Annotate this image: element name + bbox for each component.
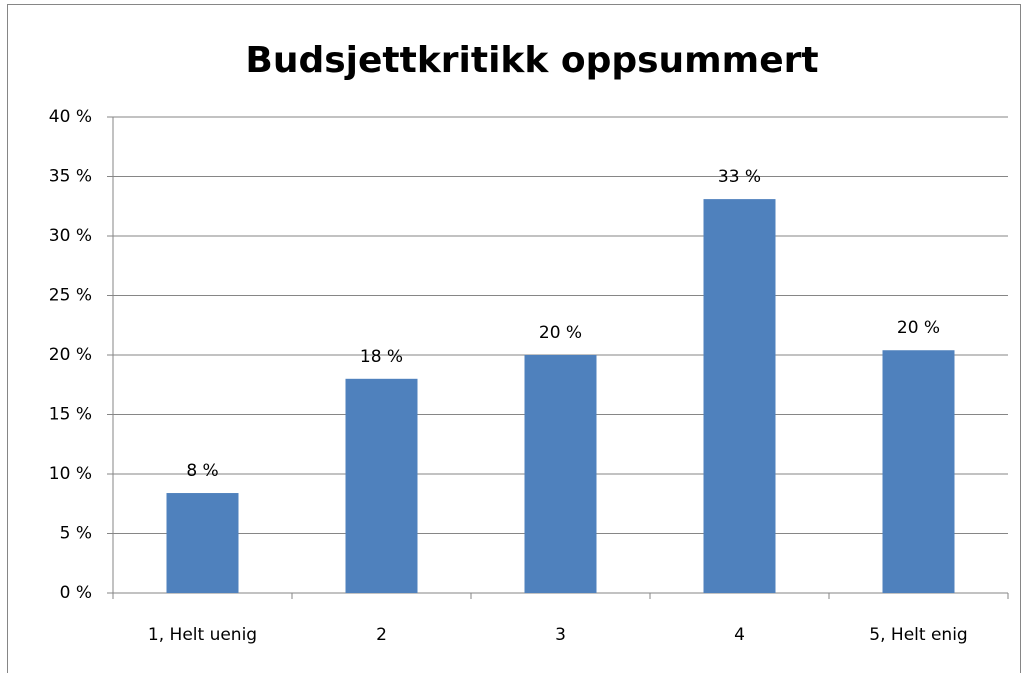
- x-tick-label: 5, Helt enig: [869, 625, 967, 645]
- data-label: 33 %: [718, 167, 761, 187]
- x-tick-label: 4: [734, 625, 745, 645]
- y-tick-label: 30 %: [49, 226, 92, 246]
- x-tick-label: 3: [555, 625, 566, 645]
- y-tick-label: 20 %: [49, 345, 92, 365]
- data-label: 18 %: [360, 347, 403, 367]
- y-tick-label: 35 %: [49, 167, 92, 187]
- bar: [882, 350, 955, 593]
- y-tick-label: 5 %: [60, 524, 92, 544]
- chart-frame: [7, 4, 1021, 673]
- y-tick-label: 40 %: [49, 107, 92, 127]
- data-label: 20 %: [897, 318, 940, 338]
- y-tick-label: 0 %: [60, 583, 92, 603]
- bar: [703, 199, 776, 594]
- y-tick-label: 15 %: [49, 405, 92, 425]
- bar: [524, 355, 597, 593]
- bar: [345, 378, 418, 593]
- x-tick-label: 1, Helt uenig: [148, 625, 257, 645]
- bar: [166, 493, 239, 593]
- x-tick-label: 2: [376, 625, 387, 645]
- y-tick-label: 25 %: [49, 286, 92, 306]
- chart-title: Budsjettkritikk oppsummert: [245, 40, 818, 81]
- data-label: 8 %: [186, 461, 218, 481]
- data-label: 20 %: [539, 323, 582, 343]
- y-tick-label: 10 %: [49, 464, 92, 484]
